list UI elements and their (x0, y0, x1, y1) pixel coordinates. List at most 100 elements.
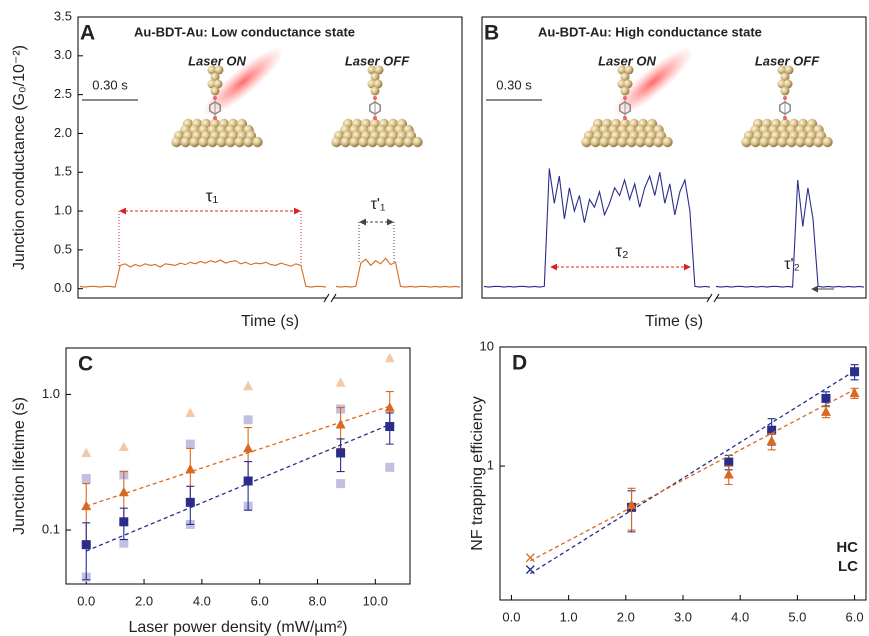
laser-beam (202, 47, 284, 117)
fit-line (530, 388, 855, 562)
gold-atom (795, 136, 806, 148)
point (724, 457, 734, 467)
gold-atom (759, 136, 770, 148)
plot-frame (65, 347, 411, 585)
point (766, 435, 777, 446)
tip-atom (207, 65, 217, 75)
y-tick-label: 2.5 (54, 86, 72, 101)
gold-atom (750, 136, 761, 148)
tip-atom (780, 72, 790, 82)
point (243, 380, 254, 391)
point (335, 377, 346, 387)
x-tick-label: 3.0 (674, 609, 692, 624)
fit-line (85, 423, 391, 552)
laser-off-label: Laser OFF (345, 53, 410, 68)
point (185, 407, 196, 417)
gold-atom (644, 136, 655, 148)
axis-break (713, 293, 720, 303)
gold-atom (225, 136, 236, 148)
point (821, 393, 831, 403)
x-tick-label: 5.0 (788, 609, 806, 624)
laser-on-label: Laser ON (598, 53, 656, 68)
tip-atom (783, 79, 793, 89)
tau-label: τ₁ (206, 186, 219, 205)
plot-frame (481, 16, 867, 299)
x-tick-label: 0.0 (77, 593, 95, 608)
y-tick-label: 1 (487, 457, 494, 472)
sulfur (213, 116, 217, 120)
gold-atom (608, 136, 619, 148)
y-tick-label: 0.0 (54, 280, 72, 295)
point (81, 473, 91, 483)
point (243, 415, 253, 425)
fit-line (529, 370, 855, 575)
x-tick-label: 8.0 (308, 593, 326, 608)
gold-atom (358, 136, 369, 148)
x-tick-label: 4.0 (731, 609, 749, 624)
tip-atom (784, 65, 794, 75)
tip-atom (214, 65, 224, 75)
scale-bar-label: 0.30 s (496, 77, 532, 92)
gold-atom (252, 136, 263, 148)
gold-atom (741, 136, 752, 148)
tip-atom (777, 65, 787, 75)
error-bar (82, 522, 91, 581)
y-axis-label: NF trapping efficiency (469, 396, 486, 550)
point (384, 402, 395, 412)
tip-atom (367, 65, 377, 75)
gold-atom (340, 136, 351, 148)
point (81, 500, 92, 511)
point (185, 497, 195, 507)
legend-entry: HC (836, 539, 858, 556)
tip-atom (620, 86, 630, 96)
molecule-ring (619, 101, 631, 115)
point (384, 352, 395, 363)
tau-label: τ₂ (615, 241, 628, 260)
gold-atom (403, 136, 414, 148)
y-tick-label: 1.5 (54, 164, 72, 179)
x-tick-label: 10.0 (363, 593, 388, 608)
gold-atom (367, 136, 378, 148)
gold-atom (635, 136, 646, 148)
tip-atom (373, 79, 383, 89)
gold-atom (349, 136, 360, 148)
point (525, 553, 535, 563)
point (820, 406, 831, 416)
point (336, 479, 346, 489)
point (119, 538, 129, 548)
gold-atom (581, 136, 592, 148)
axis-break (330, 293, 337, 303)
gold-atom (171, 136, 182, 148)
x-axis-label: Time (s) (241, 313, 299, 330)
laser-on-label: Laser ON (188, 53, 246, 68)
gold-atom (786, 136, 797, 148)
point (243, 442, 254, 453)
y-tick-label: 2.0 (54, 125, 72, 140)
sulfur (623, 96, 627, 100)
sulfur (373, 96, 377, 100)
sulfur (783, 96, 787, 100)
point (118, 486, 129, 497)
point (336, 448, 346, 458)
y-tick-label: 1.0 (42, 386, 60, 401)
gold-atom (198, 136, 209, 148)
molecule-ring (779, 101, 791, 115)
x-tick-label: 4.0 (193, 593, 211, 608)
x-tick-label: 1.0 (560, 609, 578, 624)
laser-off-label: Laser OFF (755, 53, 820, 68)
point (119, 517, 129, 527)
laser-beam (612, 47, 694, 117)
legend-entry: LC (838, 558, 858, 575)
tau-prime-label: τ'₁ (371, 196, 386, 213)
panel-label: D (512, 352, 527, 375)
gold-atom (653, 136, 664, 148)
molecule-ring (209, 101, 221, 115)
tip-atom (370, 72, 380, 82)
point (626, 499, 637, 510)
panel-title: Au-BDT-Au: High conductance state (538, 24, 762, 39)
gold-atom (813, 136, 824, 148)
tau-prime-label: τ'₂ (784, 256, 800, 273)
sulfur (373, 116, 377, 120)
x-axis-label: Laser power density (mW/µm²) (128, 619, 347, 636)
